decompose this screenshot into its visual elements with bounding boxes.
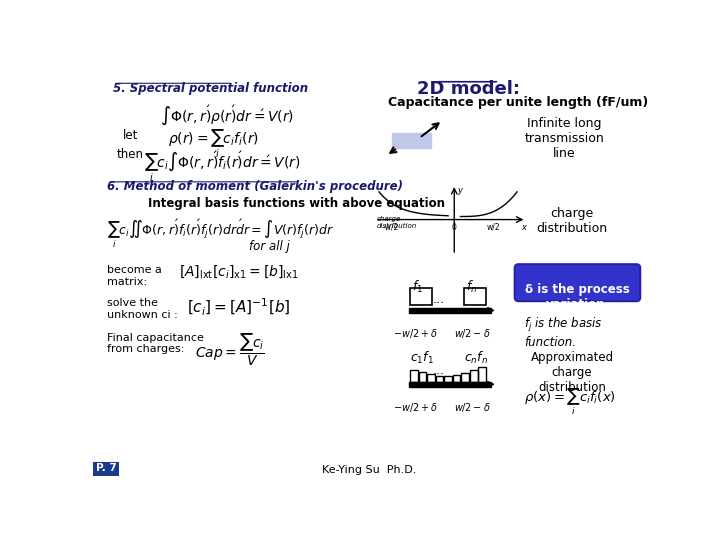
- Text: Final capacitance
from charges:: Final capacitance from charges:: [107, 333, 204, 354]
- Bar: [410, 370, 418, 382]
- Text: 2D model:: 2D model:: [417, 80, 520, 98]
- Bar: [464, 288, 486, 305]
- Text: become a
matrix:: become a matrix:: [107, 265, 162, 287]
- Bar: [478, 367, 486, 382]
- Text: $w/2-\delta$: $w/2-\delta$: [454, 401, 490, 414]
- Text: ...: ...: [433, 293, 445, 306]
- Text: Infinite long
transmission
line: Infinite long transmission line: [524, 117, 604, 160]
- Bar: [427, 374, 435, 382]
- Bar: [408, 382, 490, 387]
- Bar: [436, 376, 444, 382]
- Text: -w/2: -w/2: [382, 222, 399, 232]
- Text: P. 7: P. 7: [96, 463, 117, 473]
- Text: $f_j$ is the basis
function.: $f_j$ is the basis function.: [524, 316, 603, 349]
- Text: y: y: [457, 186, 462, 195]
- Bar: [453, 375, 461, 382]
- Text: $c_1 f_1$: $c_1 f_1$: [410, 350, 434, 366]
- Text: $[A]_{\rm lxt}[c_i]_{\rm x1}=[b]_{\rm lx1}$: $[A]_{\rm lxt}[c_i]_{\rm x1}=[b]_{\rm lx…: [179, 264, 299, 280]
- Text: Approximated
charge
distribution: Approximated charge distribution: [531, 351, 613, 394]
- Text: Ke-Ying Su  Ph.D.: Ke-Ying Su Ph.D.: [322, 465, 416, 475]
- Text: $Cap=\dfrac{\sum c_i}{V}$: $Cap=\dfrac{\sum c_i}{V}$: [194, 331, 264, 368]
- Text: w/2: w/2: [487, 222, 500, 232]
- Text: Capacitance per unite length (fF/um): Capacitance per unite length (fF/um): [388, 96, 649, 109]
- Bar: [408, 308, 490, 313]
- Text: ...: ...: [433, 363, 445, 376]
- Text: let: let: [122, 130, 138, 143]
- Text: $-w/2+\delta$: $-w/2+\delta$: [393, 327, 438, 340]
- Text: Integral basis functions with above equation: Integral basis functions with above equa…: [148, 197, 445, 210]
- Text: $c_n f_n$: $c_n f_n$: [464, 350, 488, 366]
- Text: $-w/2+\delta$: $-w/2+\delta$: [393, 401, 438, 414]
- Text: for all j: for all j: [249, 240, 289, 253]
- Bar: [462, 373, 469, 382]
- Text: $f_n$: $f_n$: [466, 279, 477, 295]
- Bar: [410, 288, 432, 305]
- Text: $\rho(x)=\sum_i c_i f_i(x)$: $\rho(x)=\sum_i c_i f_i(x)$: [524, 387, 616, 417]
- Text: charge
distribution: charge distribution: [536, 207, 608, 235]
- Bar: [469, 370, 477, 382]
- Text: $\sum_i c_i\iint\Phi(r,r\')f_i(r\')f_j(r)dr\'dr = \int V(r)f_j(r)dr$: $\sum_i c_i\iint\Phi(r,r\')f_i(r\')f_j(r…: [107, 217, 334, 249]
- Text: $w/2-\delta$: $w/2-\delta$: [454, 327, 490, 340]
- FancyBboxPatch shape: [93, 462, 120, 476]
- Bar: [418, 372, 426, 382]
- Bar: [444, 376, 452, 382]
- Text: $[c_i]=[A]^{-1}[b]$: $[c_i]=[A]^{-1}[b]$: [187, 298, 290, 319]
- Text: δ is the process
variation.: δ is the process variation.: [525, 284, 630, 312]
- Text: charge
distribution: charge distribution: [377, 217, 417, 230]
- Text: solve the
unknown ci :: solve the unknown ci :: [107, 298, 178, 320]
- Text: 6. Method of moment (Galerkin's procedure): 6. Method of moment (Galerkin's procedur…: [107, 180, 403, 193]
- Text: 0: 0: [452, 222, 456, 232]
- FancyBboxPatch shape: [392, 132, 431, 148]
- Text: $f_1$: $f_1$: [412, 279, 423, 295]
- Text: x: x: [521, 222, 526, 232]
- Text: then: then: [117, 148, 144, 161]
- Text: $\int\Phi(r,r\')\rho(r\')dr\'=V(r)$: $\int\Phi(r,r\')\rho(r\')dr\'=V(r)$: [160, 103, 294, 127]
- Text: 5. Spectral potential function: 5. Spectral potential function: [113, 82, 308, 94]
- Text: $\sum_i c_i\int\Phi(r,r\')f_i(r\')dr\'=V(r)$: $\sum_i c_i\int\Phi(r,r\')f_i(r\')dr\'=V…: [144, 150, 301, 184]
- Text: $\rho(r)=\sum_i c_i f_i(r)$: $\rho(r)=\sum_i c_i f_i(r)$: [168, 128, 258, 160]
- FancyBboxPatch shape: [515, 264, 640, 301]
